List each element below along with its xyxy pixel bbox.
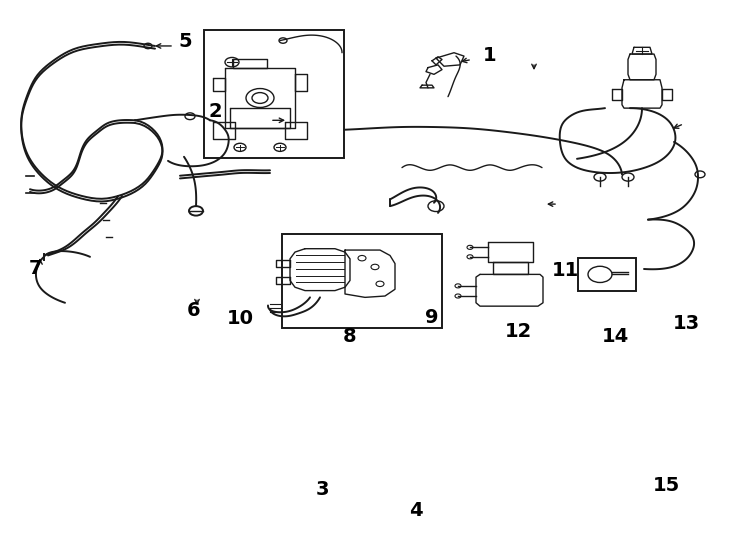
Text: 3: 3 <box>315 481 329 500</box>
Text: 2: 2 <box>208 102 222 121</box>
Bar <box>282 234 442 328</box>
Text: 4: 4 <box>409 501 423 520</box>
Bar <box>578 258 636 291</box>
Text: 13: 13 <box>672 314 700 333</box>
Bar <box>204 30 344 158</box>
Text: 8: 8 <box>344 327 357 346</box>
Text: 10: 10 <box>227 309 253 328</box>
Text: 12: 12 <box>504 322 531 341</box>
Text: 11: 11 <box>551 261 578 280</box>
Text: 1: 1 <box>483 46 497 65</box>
Text: 15: 15 <box>653 476 680 495</box>
Text: 9: 9 <box>425 308 439 327</box>
Text: 6: 6 <box>187 301 201 320</box>
Text: 7: 7 <box>29 260 43 279</box>
Text: 5: 5 <box>178 32 192 51</box>
Text: 14: 14 <box>601 327 628 346</box>
